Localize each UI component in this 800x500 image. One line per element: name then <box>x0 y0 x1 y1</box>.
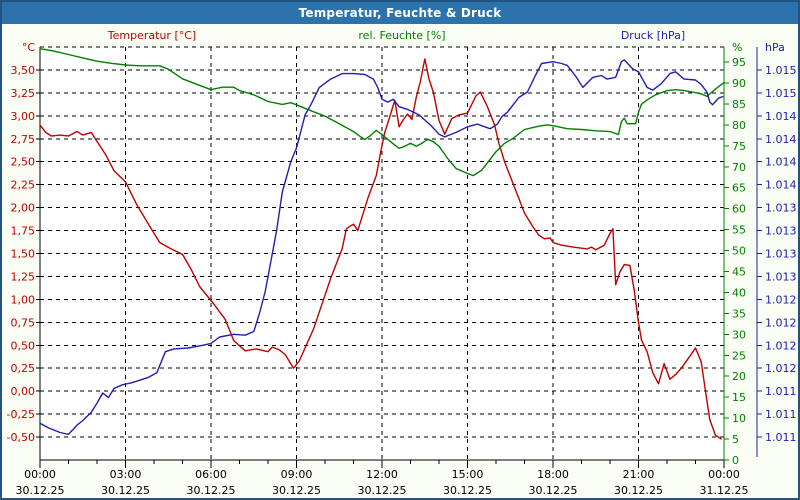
svg-text:-0,50: -0,50 <box>7 431 35 444</box>
svg-text:55: 55 <box>732 224 746 237</box>
svg-text:1.011: 1.011 <box>765 385 797 398</box>
svg-text:1.013: 1.013 <box>765 202 797 215</box>
svg-text:25: 25 <box>732 349 746 362</box>
svg-text:95: 95 <box>732 56 746 69</box>
x-tick-time: 06:00 <box>195 468 227 481</box>
svg-text:1.012: 1.012 <box>765 316 797 329</box>
svg-text:1.012: 1.012 <box>765 362 797 375</box>
x-tick-time: 18:00 <box>537 468 569 481</box>
window-title: Temperatur, Feuchte & Druck <box>298 6 502 20</box>
svg-text:1.015: 1.015 <box>765 64 797 77</box>
x-tick-date: 30.12.25 <box>101 484 150 497</box>
svg-text:10: 10 <box>732 412 746 425</box>
svg-text:1,75: 1,75 <box>11 225 36 238</box>
x-tick-time: 21:00 <box>623 468 655 481</box>
svg-text:75: 75 <box>732 140 746 153</box>
grid <box>40 46 724 460</box>
svg-text:70: 70 <box>732 161 746 174</box>
title-bar: Temperatur, Feuchte & Druck <box>2 2 798 24</box>
svg-text:5: 5 <box>732 433 739 446</box>
svg-text:1.012: 1.012 <box>765 293 797 306</box>
svg-text:80: 80 <box>732 119 746 132</box>
svg-text:0: 0 <box>732 454 739 467</box>
svg-text:3,25: 3,25 <box>11 87 36 100</box>
svg-text:90: 90 <box>732 77 746 90</box>
svg-text:1,50: 1,50 <box>11 248 36 261</box>
svg-text:1,00: 1,00 <box>11 293 36 306</box>
svg-text:1.013: 1.013 <box>765 248 797 261</box>
pressure-axis-title: Druck [hPa] <box>620 29 686 42</box>
svg-text:60: 60 <box>732 203 746 216</box>
plot-area <box>40 47 724 460</box>
svg-text:1.012: 1.012 <box>765 339 797 352</box>
temperature-axis-title: Temperatur [°C] <box>107 29 197 42</box>
x-tick-date: 31.12.25 <box>700 484 749 497</box>
x-tick-time: 00:00 <box>708 468 740 481</box>
x-tick-time: 15:00 <box>452 468 484 481</box>
humidity-axis-title: rel. Feuchte [%] <box>358 29 446 42</box>
svg-text:40: 40 <box>732 286 746 299</box>
svg-text:0,00: 0,00 <box>11 385 36 398</box>
svg-text:30: 30 <box>732 328 746 341</box>
x-tick-time: 00:00 <box>24 468 56 481</box>
svg-text:1.015: 1.015 <box>765 87 797 100</box>
svg-text:1.013: 1.013 <box>765 270 797 283</box>
svg-text:20: 20 <box>732 370 746 383</box>
svg-text:1.014: 1.014 <box>765 179 797 192</box>
svg-text:1.014: 1.014 <box>765 110 797 123</box>
x-tick-date: 30.12.25 <box>187 484 236 497</box>
svg-text:1.014: 1.014 <box>765 133 797 146</box>
svg-text:85: 85 <box>732 98 746 111</box>
x-tick-date: 30.12.25 <box>16 484 65 497</box>
x-tick-time: 12:00 <box>366 468 398 481</box>
x-tick-time: 09:00 <box>281 468 313 481</box>
svg-text:35: 35 <box>732 307 746 320</box>
x-tick-date: 30.12.25 <box>443 484 492 497</box>
x-tick-date: 30.12.25 <box>272 484 321 497</box>
svg-text:%: % <box>732 41 742 54</box>
svg-text:15: 15 <box>732 391 746 404</box>
svg-text:1,25: 1,25 <box>11 270 36 283</box>
temperature-axis: °C 3,50 3,25 3,00 2,75 2,50 2,25 2,00 1,75 1,50 1,… <box>7 41 41 460</box>
series-pressure-line <box>39 59 724 435</box>
x-tick-date: 30.12.25 <box>614 484 663 497</box>
svg-text:hPa: hPa <box>765 41 785 54</box>
svg-text:0,50: 0,50 <box>11 339 36 352</box>
svg-text:-0,25: -0,25 <box>7 408 35 421</box>
svg-text:50: 50 <box>732 245 746 258</box>
x-axis: 00:00 30.12.25 03:00 30.12.25 06:00 30.12.25 0… <box>16 459 749 497</box>
svg-text:0,75: 0,75 <box>11 316 36 329</box>
series-humidity-line <box>39 48 725 177</box>
x-tick-date: 30.12.25 <box>358 484 407 497</box>
svg-text:1.011: 1.011 <box>765 431 797 444</box>
svg-text:2,50: 2,50 <box>11 156 36 169</box>
x-tick-time: 03:00 <box>110 468 142 481</box>
svg-text:1.011: 1.011 <box>765 408 797 421</box>
svg-text:45: 45 <box>732 266 746 279</box>
series-temperature-line <box>39 58 722 440</box>
svg-text:°C: °C <box>22 41 36 54</box>
x-tick-date: 30.12.25 <box>529 484 578 497</box>
svg-text:3,00: 3,00 <box>11 110 36 123</box>
svg-text:1.013: 1.013 <box>765 225 797 238</box>
svg-text:2,25: 2,25 <box>11 179 36 192</box>
svg-text:1.014: 1.014 <box>765 156 797 169</box>
svg-text:0,25: 0,25 <box>11 362 36 375</box>
pressure-axis: hPa 1.015 1.015 1.014 1.014 1.014 1.014 1.013 1.… <box>756 41 797 457</box>
svg-text:65: 65 <box>732 182 746 195</box>
svg-text:2,00: 2,00 <box>11 202 36 215</box>
svg-text:2,75: 2,75 <box>11 133 36 146</box>
svg-text:3,50: 3,50 <box>11 64 36 77</box>
